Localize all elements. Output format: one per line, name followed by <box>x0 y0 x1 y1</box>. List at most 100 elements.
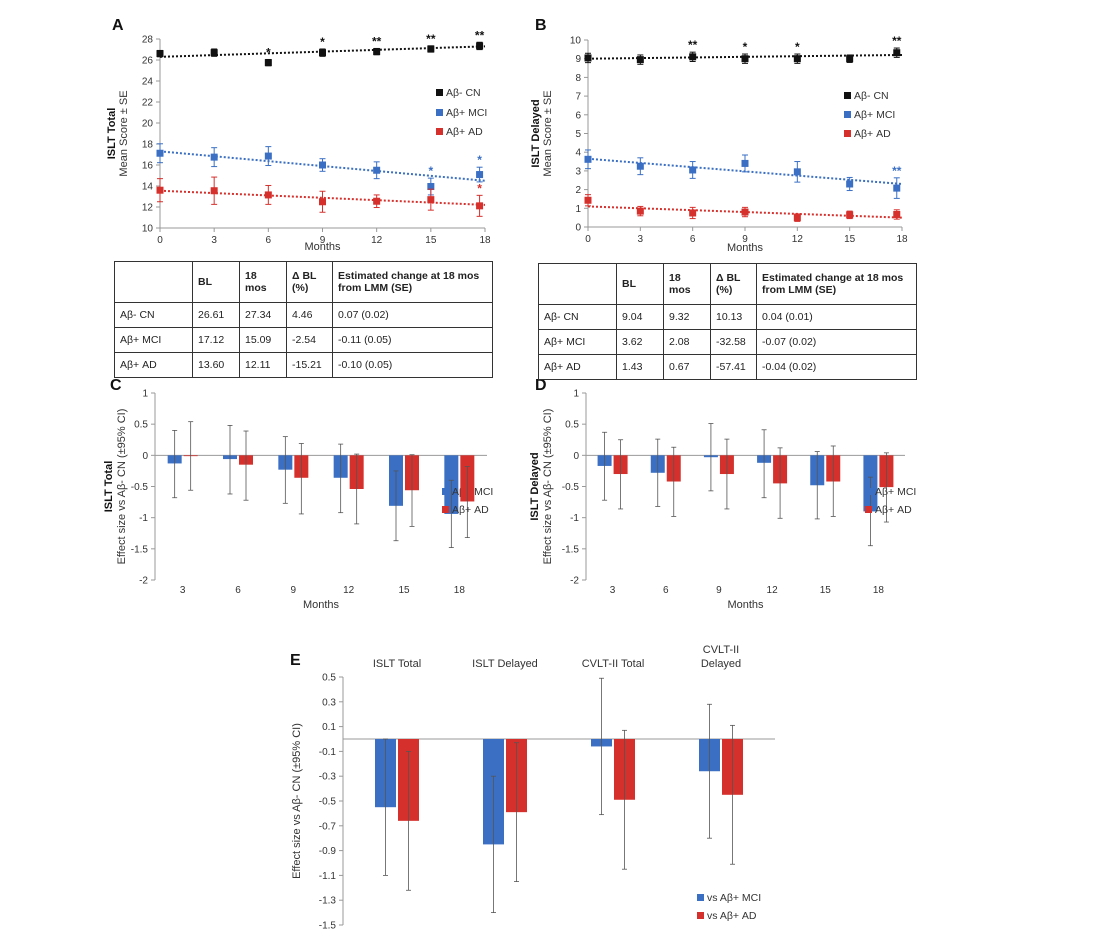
legend-label: Aβ+ AD <box>446 126 483 138</box>
table-cell: -15.21 <box>286 352 333 378</box>
x-axis-label: Months <box>727 242 764 254</box>
y-tick-label: 5 <box>575 129 581 140</box>
table-b-header-1: BL <box>616 263 664 305</box>
table-cell: 0.04 (0.01) <box>756 304 917 330</box>
table-cell: 9.04 <box>616 304 664 330</box>
data-point <box>793 55 801 63</box>
data-point <box>846 55 854 63</box>
data-point <box>210 153 218 161</box>
table-panel-a: BL 18 mos Δ BL (%) Estimated change at 1… <box>114 261 493 378</box>
x-tick-label: 9 <box>320 235 326 246</box>
table-cell: 1.43 <box>616 354 664 380</box>
y-tick-label: 14 <box>142 182 154 193</box>
y-tick-label: -1.5 <box>562 544 580 555</box>
data-point <box>636 162 644 170</box>
significance-marker: * <box>266 45 271 59</box>
significance-marker: * <box>428 164 433 178</box>
table-cell: -2.54 <box>286 327 333 353</box>
legend-label: Aβ- CN <box>446 87 481 99</box>
y-tick-label: -0.5 <box>562 482 580 493</box>
data-point <box>893 184 901 192</box>
significance-marker: * <box>795 40 800 54</box>
y-tick-label: 16 <box>142 161 154 172</box>
y-tick-label: 12 <box>142 203 154 214</box>
y-tick-label: 4 <box>575 148 581 159</box>
y-tick-label: 0 <box>573 451 579 462</box>
legend-label: Aβ+ MCI <box>854 109 895 121</box>
data-point <box>264 59 272 67</box>
x-tick-label: 0 <box>157 235 163 246</box>
y-tick-label: -2 <box>570 576 579 587</box>
data-point <box>427 183 435 191</box>
x-tick-label: 15 <box>425 235 437 246</box>
y-tick-label: -1.3 <box>319 896 337 907</box>
significance-marker: ** <box>475 28 485 42</box>
legend-swatch <box>442 506 449 513</box>
y-axis-label: Mean Score ± SE <box>542 90 554 176</box>
table-a-row: Aβ- CN 26.61 27.34 4.46 0.07 (0.02) <box>114 302 493 328</box>
y-tick-label: 0.1 <box>322 722 336 733</box>
y-tick-label: 18 <box>142 140 154 151</box>
table-panel-b: BL 18 mos Δ BL (%) Estimated change at 1… <box>538 263 917 380</box>
significance-marker: * <box>477 153 482 167</box>
panel-letter-b: B <box>535 17 547 34</box>
data-point <box>156 50 164 58</box>
table-cell: Aβ+ MCI <box>538 329 617 355</box>
table-a-header-2: 18 mos <box>239 261 287 303</box>
legend-swatch <box>436 109 443 116</box>
data-point <box>893 210 901 218</box>
x-tick-label: 6 <box>266 235 272 246</box>
table-cell: 15.09 <box>239 327 287 353</box>
legend-label: Aβ+ MCI <box>446 107 487 119</box>
y-tick-label: 20 <box>142 119 154 130</box>
y-tick-label: -1.1 <box>319 871 337 882</box>
y-tick-label: -1.5 <box>319 921 337 932</box>
data-point <box>427 196 435 204</box>
legend-swatch <box>442 488 449 495</box>
x-tick-label: 18 <box>896 234 908 245</box>
table-cell: Aβ+ AD <box>114 352 193 378</box>
table-cell: 4.46 <box>286 302 333 328</box>
table-a-header-1: BL <box>192 261 240 303</box>
y-tick-label: -0.7 <box>319 821 337 832</box>
x-tick-label: 3 <box>211 235 217 246</box>
y-tick-label: 10 <box>570 36 582 47</box>
x-tick-label: 15 <box>844 234 856 245</box>
significance-marker: ** <box>892 164 902 178</box>
data-point <box>689 166 697 174</box>
table-cell: 3.62 <box>616 329 664 355</box>
table-cell: 2.08 <box>663 329 711 355</box>
table-a-header-0 <box>114 261 193 303</box>
table-cell: -0.04 (0.02) <box>756 354 917 380</box>
data-point <box>846 180 854 188</box>
y-tick-label: -0.5 <box>131 482 149 493</box>
y-axis-label: Effect size vs Aβ- CN (±95% CI) <box>542 409 554 565</box>
category-label: 18 <box>873 585 885 596</box>
data-point <box>264 191 272 199</box>
data-point <box>893 49 901 57</box>
table-cell: -32.58 <box>710 329 757 355</box>
x-tick-label: 6 <box>690 234 696 245</box>
legend-swatch <box>844 130 851 137</box>
table-a-row: Aβ+ AD 13.60 12.11 -15.21 -0.10 (0.05) <box>114 352 493 378</box>
y-axis-title: ISLT Total <box>103 461 115 513</box>
category-label: 3 <box>610 585 616 596</box>
legend-label: Aβ+ MCI <box>875 486 916 498</box>
y-tick-label: 26 <box>142 56 154 67</box>
category-label: Delayed <box>701 658 741 670</box>
significance-marker: * <box>477 181 482 195</box>
legend-label: Aβ+ AD <box>452 504 489 516</box>
table-b-row: Aβ+ AD 1.43 0.67 -57.41 -0.04 (0.02) <box>538 354 917 380</box>
y-tick-label: 0 <box>142 451 148 462</box>
y-tick-label: 6 <box>575 110 581 121</box>
y-tick-label: 1 <box>573 389 579 400</box>
data-point <box>476 202 484 210</box>
data-point <box>156 149 164 157</box>
y-tick-label: 24 <box>142 77 154 88</box>
panel-letter-e: E <box>290 652 301 669</box>
legend-label: vs Aβ+ MCI <box>707 892 761 904</box>
data-point <box>741 208 749 216</box>
data-point <box>373 166 381 174</box>
table-cell: -0.07 (0.02) <box>756 329 917 355</box>
